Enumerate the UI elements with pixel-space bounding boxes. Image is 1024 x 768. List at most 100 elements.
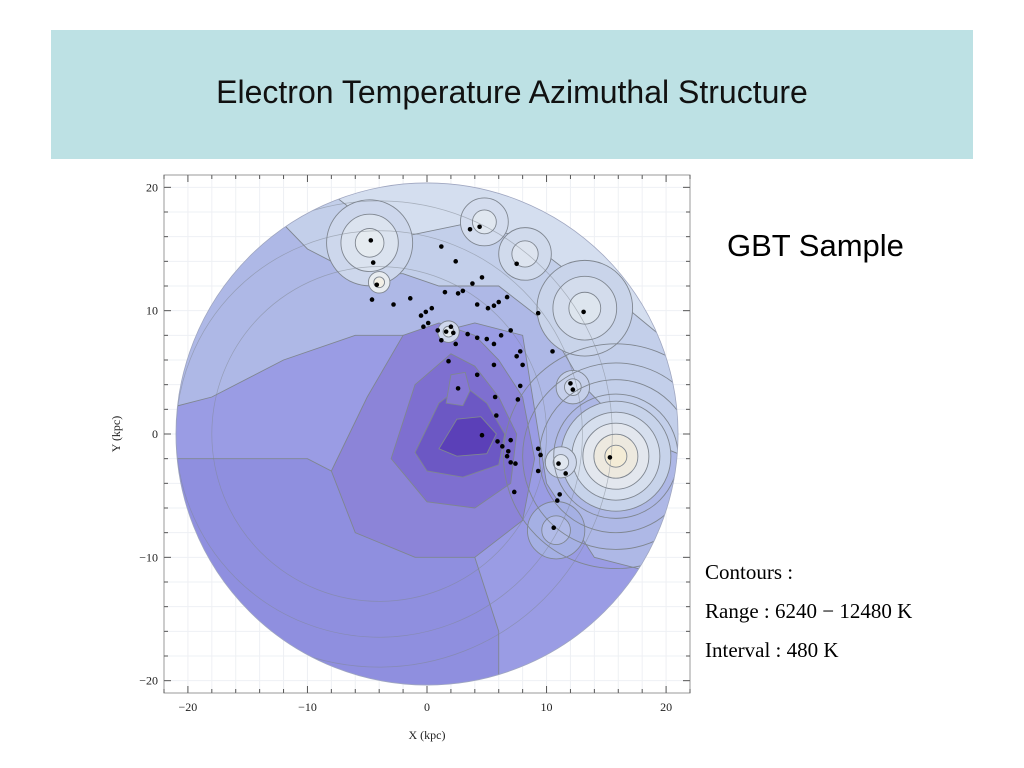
hii-region-point — [504, 453, 510, 459]
contour-plot: −20 −10 0 10 20 −20 −10 0 10 20 X (kpc) Y (kpc) — [109, 174, 691, 742]
hii-region-point — [538, 452, 543, 458]
hii-region-point — [498, 333, 504, 338]
contour-arc — [175, 230, 583, 638]
hii-region-point — [500, 444, 505, 449]
hii-region-points — [368, 224, 613, 531]
y-tick-label: 20 — [146, 180, 158, 194]
title-band: Electron Temperature Azimuthal Structure — [51, 30, 973, 159]
hii-region-point — [511, 489, 517, 495]
hii-region-point — [568, 381, 573, 386]
contours-interval: Interval : 480 K — [705, 638, 839, 662]
hii-region-point — [429, 305, 435, 311]
hii-region-point — [407, 296, 413, 301]
contours-info: Contours : Range : 6240 − 12480 K Interv… — [705, 558, 912, 675]
peak-se — [541, 515, 571, 545]
hii-region-point — [496, 299, 502, 305]
hii-region-point — [474, 372, 480, 378]
peak-e3 — [552, 454, 570, 471]
hii-region-point — [418, 313, 424, 318]
hii-region-point — [520, 362, 525, 368]
contour-ring — [553, 393, 679, 519]
hii-region-point — [423, 309, 429, 315]
hii-region-point — [465, 331, 470, 337]
x-tick-label: −10 — [298, 700, 317, 714]
hii-region-point — [551, 525, 557, 531]
hii-region-point — [479, 432, 485, 438]
peak-ne — [568, 291, 602, 325]
hii-region-point — [448, 324, 454, 329]
temperature-disk — [175, 182, 679, 686]
hii-region-point — [557, 492, 562, 497]
hii-region-point — [514, 354, 519, 359]
x-tick-label: −20 — [179, 700, 198, 714]
hii-region-point — [451, 330, 456, 336]
hii-region-point — [460, 288, 466, 294]
hii-region-point — [391, 302, 396, 307]
hii-region-point — [492, 394, 498, 400]
hii-region-point — [474, 302, 480, 307]
hii-region-point — [535, 446, 541, 452]
contour-arc — [175, 200, 613, 668]
axis-ticks — [163, 175, 691, 693]
hii-region-point — [421, 324, 426, 329]
contour-ring — [522, 362, 679, 550]
hii-region-point — [467, 226, 473, 232]
hii-region-point — [453, 341, 458, 347]
sample-label: GBT Sample — [727, 228, 904, 263]
peak-nw — [354, 228, 385, 258]
hii-region-point — [556, 461, 561, 466]
hii-region-point — [563, 471, 568, 476]
contour-ring — [503, 343, 679, 570]
hii-region-point — [477, 224, 482, 230]
hii-region-point — [479, 275, 485, 280]
hii-region-point — [491, 303, 497, 309]
hii-region-point — [495, 439, 500, 444]
hii-region-point — [455, 291, 461, 296]
y-axis-label: Y (kpc) — [109, 416, 123, 453]
hii-region-point — [517, 349, 523, 354]
hii-region-point — [374, 282, 380, 288]
hii-region-point — [439, 337, 444, 343]
hii-region-point — [446, 358, 451, 364]
x-tick-label: 0 — [424, 700, 430, 714]
hii-region-point — [555, 498, 560, 503]
hii-region-point — [514, 261, 519, 267]
hii-region-point — [425, 320, 431, 326]
hii-region-point — [491, 362, 497, 368]
contours-range: Range : 6240 − 12480 K — [705, 599, 913, 623]
hii-region-point — [535, 310, 541, 316]
hii-region-point — [470, 281, 475, 286]
x-axis-label: X (kpc) — [409, 728, 446, 742]
hii-region-point — [508, 437, 513, 443]
x-tick-label: 20 — [660, 700, 672, 714]
hii-region-point — [442, 289, 448, 295]
hii-region-point — [504, 294, 510, 300]
hii-region-point — [368, 238, 374, 243]
hii-region-point — [494, 413, 499, 418]
y-tick-label: 10 — [146, 304, 158, 318]
hii-region-point — [535, 468, 541, 474]
core-deep — [438, 416, 497, 457]
hii-region-point — [508, 328, 513, 333]
hii-region-point — [505, 448, 511, 454]
hii-region-point — [439, 244, 444, 249]
hii-region-point — [474, 335, 480, 341]
contours-heading: Contours : — [705, 560, 794, 584]
y-tick-label: −10 — [139, 550, 158, 564]
hii-region-point — [550, 349, 555, 354]
y-tick-label: 0 — [152, 427, 158, 441]
hii-region-point — [485, 305, 491, 311]
disk-outline — [175, 182, 679, 686]
hii-region-point — [453, 259, 458, 264]
hii-region-point — [517, 383, 523, 389]
contour-arc — [211, 266, 547, 602]
hii-region-point — [484, 336, 490, 342]
hii-region-point — [369, 297, 375, 302]
hii-region-point — [515, 397, 521, 402]
y-tick-label: −20 — [139, 674, 158, 688]
hii-region-point — [607, 455, 613, 460]
hii-region-point — [443, 329, 449, 334]
hii-region-point — [455, 386, 461, 391]
hii-region-point — [513, 461, 518, 466]
axis-tick-labels: −20 −10 0 10 20 −20 −10 0 10 20 — [139, 180, 672, 714]
